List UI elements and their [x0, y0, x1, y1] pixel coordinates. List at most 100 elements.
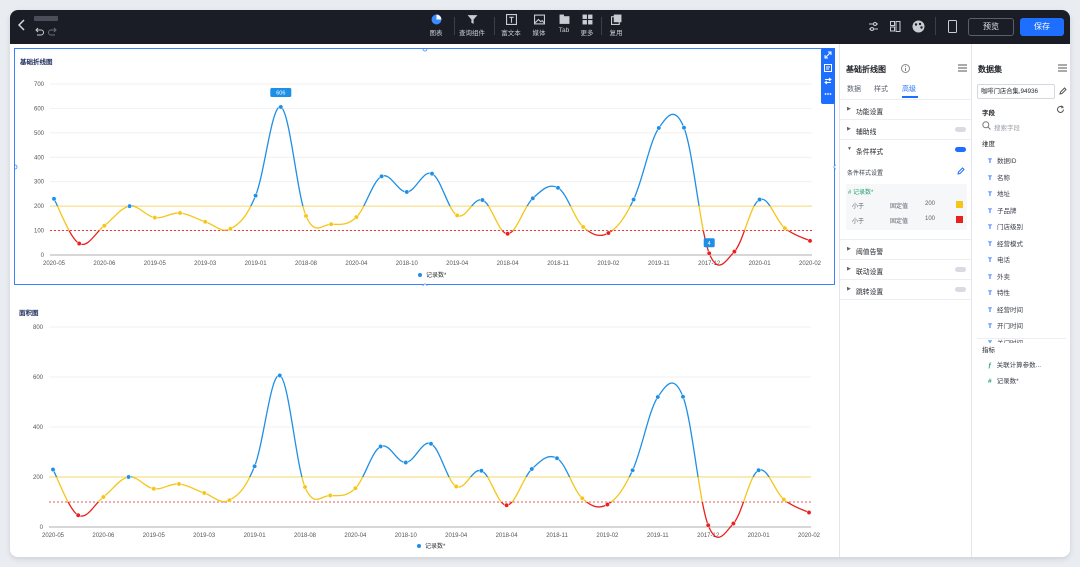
data-point — [807, 238, 813, 244]
section-threshold-alert[interactable]: ▶ 阈值告警 — [840, 240, 972, 260]
auxiliary-line-toggle[interactable] — [955, 127, 966, 132]
data-point — [655, 394, 661, 400]
section-conditional-style[interactable]: ▼ 条件样式 — [840, 140, 972, 160]
tool-rich-text[interactable]: 富文本 — [491, 14, 531, 37]
y-tick-label: 200 — [34, 204, 45, 210]
data-point — [328, 221, 334, 227]
x-tick-label: 2020-02 — [798, 533, 821, 539]
text-icon — [505, 14, 517, 25]
redo-icon[interactable] — [48, 27, 58, 37]
line-chart-card[interactable]: 基础折线图 0 100 200 300 400 500 600 700 2020-05 2020-… — [14, 48, 836, 286]
resize-handle — [15, 164, 18, 170]
tool-chart[interactable]: 图表 — [416, 14, 456, 37]
sliders-icon[interactable] — [868, 21, 879, 32]
palette-icon[interactable] — [912, 20, 925, 33]
section-linkage[interactable]: ▶ 联动设置 — [840, 260, 972, 280]
edit-icon[interactable] — [824, 64, 832, 72]
dimension-field[interactable]: T关门时间 — [988, 337, 1023, 343]
more-icon[interactable] — [824, 90, 832, 98]
image-icon — [533, 14, 545, 25]
filter-icon — [467, 15, 477, 24]
data-point — [352, 485, 358, 491]
dimension-field[interactable]: T 电话 — [988, 257, 1010, 264]
rule-op: 小于 — [852, 204, 865, 210]
data-point — [530, 195, 536, 201]
legend-marker — [418, 273, 422, 277]
tool-query-component[interactable]: 查询组件 — [452, 14, 492, 37]
dimension-field[interactable]: T 名称 — [988, 174, 1010, 182]
data-point — [75, 512, 81, 518]
section-function-settings[interactable]: ▶ 功能设置 — [840, 100, 972, 120]
dimension-field[interactable]: T 子品牌 — [988, 207, 1017, 215]
field-search-input[interactable]: 搜索字段 — [994, 125, 1020, 132]
dimension-field[interactable]: T 外卖 — [988, 273, 1010, 281]
x-tick-label: 2018-04 — [497, 261, 520, 267]
measure-field[interactable]: ƒ 关联计算参数... — [988, 362, 1042, 369]
y-tick-label: 500 — [34, 131, 45, 137]
x-tick-label: 2019-02 — [596, 533, 619, 539]
measure-field[interactable]: # 记录数* — [988, 378, 1019, 385]
tool-more[interactable]: 更多 — [567, 14, 607, 37]
data-point — [278, 104, 284, 110]
data-point — [781, 497, 787, 502]
tab-advanced[interactable]: 高级 — [902, 86, 916, 93]
dimension-field[interactable]: T 特性 — [988, 290, 1010, 297]
x-tick-label: 2018-04 — [496, 533, 519, 539]
data-point — [303, 213, 309, 219]
legend-marker — [417, 544, 421, 548]
conditional-style-toggle[interactable] — [955, 147, 966, 152]
edit-icon[interactable] — [1059, 87, 1067, 95]
layout-icon[interactable] — [890, 21, 901, 32]
data-point — [252, 463, 258, 469]
x-tick-label: 2019-01 — [245, 261, 268, 267]
caret-right-icon: ▶ — [847, 246, 851, 252]
dimension-field[interactable]: T 门店级别 — [988, 224, 1023, 231]
data-point — [127, 203, 133, 209]
data-point — [100, 494, 106, 500]
x-tick-label: 2018-11 — [546, 533, 568, 539]
rule-color-swatch[interactable] — [956, 201, 963, 208]
data-point — [428, 441, 434, 447]
section-jump[interactable]: ▶ 跳转设置 — [840, 280, 972, 300]
dimension-field[interactable]: T 地址 — [988, 191, 1010, 198]
jump-toggle[interactable] — [955, 287, 966, 292]
series-line — [68, 230, 811, 266]
menu-icon[interactable] — [1058, 64, 1067, 72]
back-icon[interactable] — [18, 19, 26, 31]
tab-data[interactable]: 数据 — [847, 86, 861, 93]
dimension-field[interactable]: T 数据ID — [988, 158, 1017, 165]
area-chart-card[interactable]: 面积图 0 200 400 600 800 2020-05 2020-06 2019-05 20… — [14, 300, 835, 554]
data-point — [50, 467, 56, 472]
undo-icon[interactable] — [34, 27, 44, 37]
linkage-toggle[interactable] — [955, 267, 966, 272]
tool-tab[interactable]: Tab — [544, 14, 584, 34]
data-point — [680, 394, 686, 400]
copy-icon — [610, 14, 621, 25]
dataset-select[interactable]: 咖啡门店合集,94936 — [977, 84, 1055, 99]
mobile-icon[interactable] — [948, 20, 957, 33]
data-point — [151, 486, 157, 492]
swap-icon[interactable] — [824, 77, 832, 85]
x-tick-label: 2020-04 — [344, 533, 367, 539]
info-icon[interactable] — [901, 64, 910, 73]
edit-icon[interactable] — [957, 167, 965, 175]
tool-media[interactable]: 媒体 — [519, 14, 559, 37]
x-tick-label: 2019-05 — [143, 533, 166, 539]
x-tick-label: 2020-04 — [345, 261, 368, 267]
data-point — [656, 125, 662, 131]
save-button[interactable]: 保存 — [1020, 18, 1064, 36]
data-point — [554, 455, 560, 461]
tab-style[interactable]: 样式 — [874, 86, 888, 93]
section-auxiliary-line[interactable]: ▶ 辅助线 — [840, 120, 972, 140]
preview-button[interactable]: 预览 — [968, 18, 1014, 36]
rule-value: 100 — [925, 216, 936, 222]
rule-color-swatch[interactable] — [956, 216, 963, 223]
dimension-field[interactable]: T 经营时间 — [988, 306, 1023, 314]
dimension-field[interactable]: T 开门时间 — [988, 323, 1023, 330]
y-tick-label: 0 — [40, 525, 44, 531]
refresh-icon[interactable] — [1056, 105, 1065, 114]
menu-icon[interactable] — [958, 64, 967, 72]
expand-icon[interactable] — [824, 51, 832, 59]
tool-reuse[interactable]: 复用 — [596, 14, 636, 37]
dimension-field[interactable]: T 经营模式 — [988, 240, 1023, 248]
